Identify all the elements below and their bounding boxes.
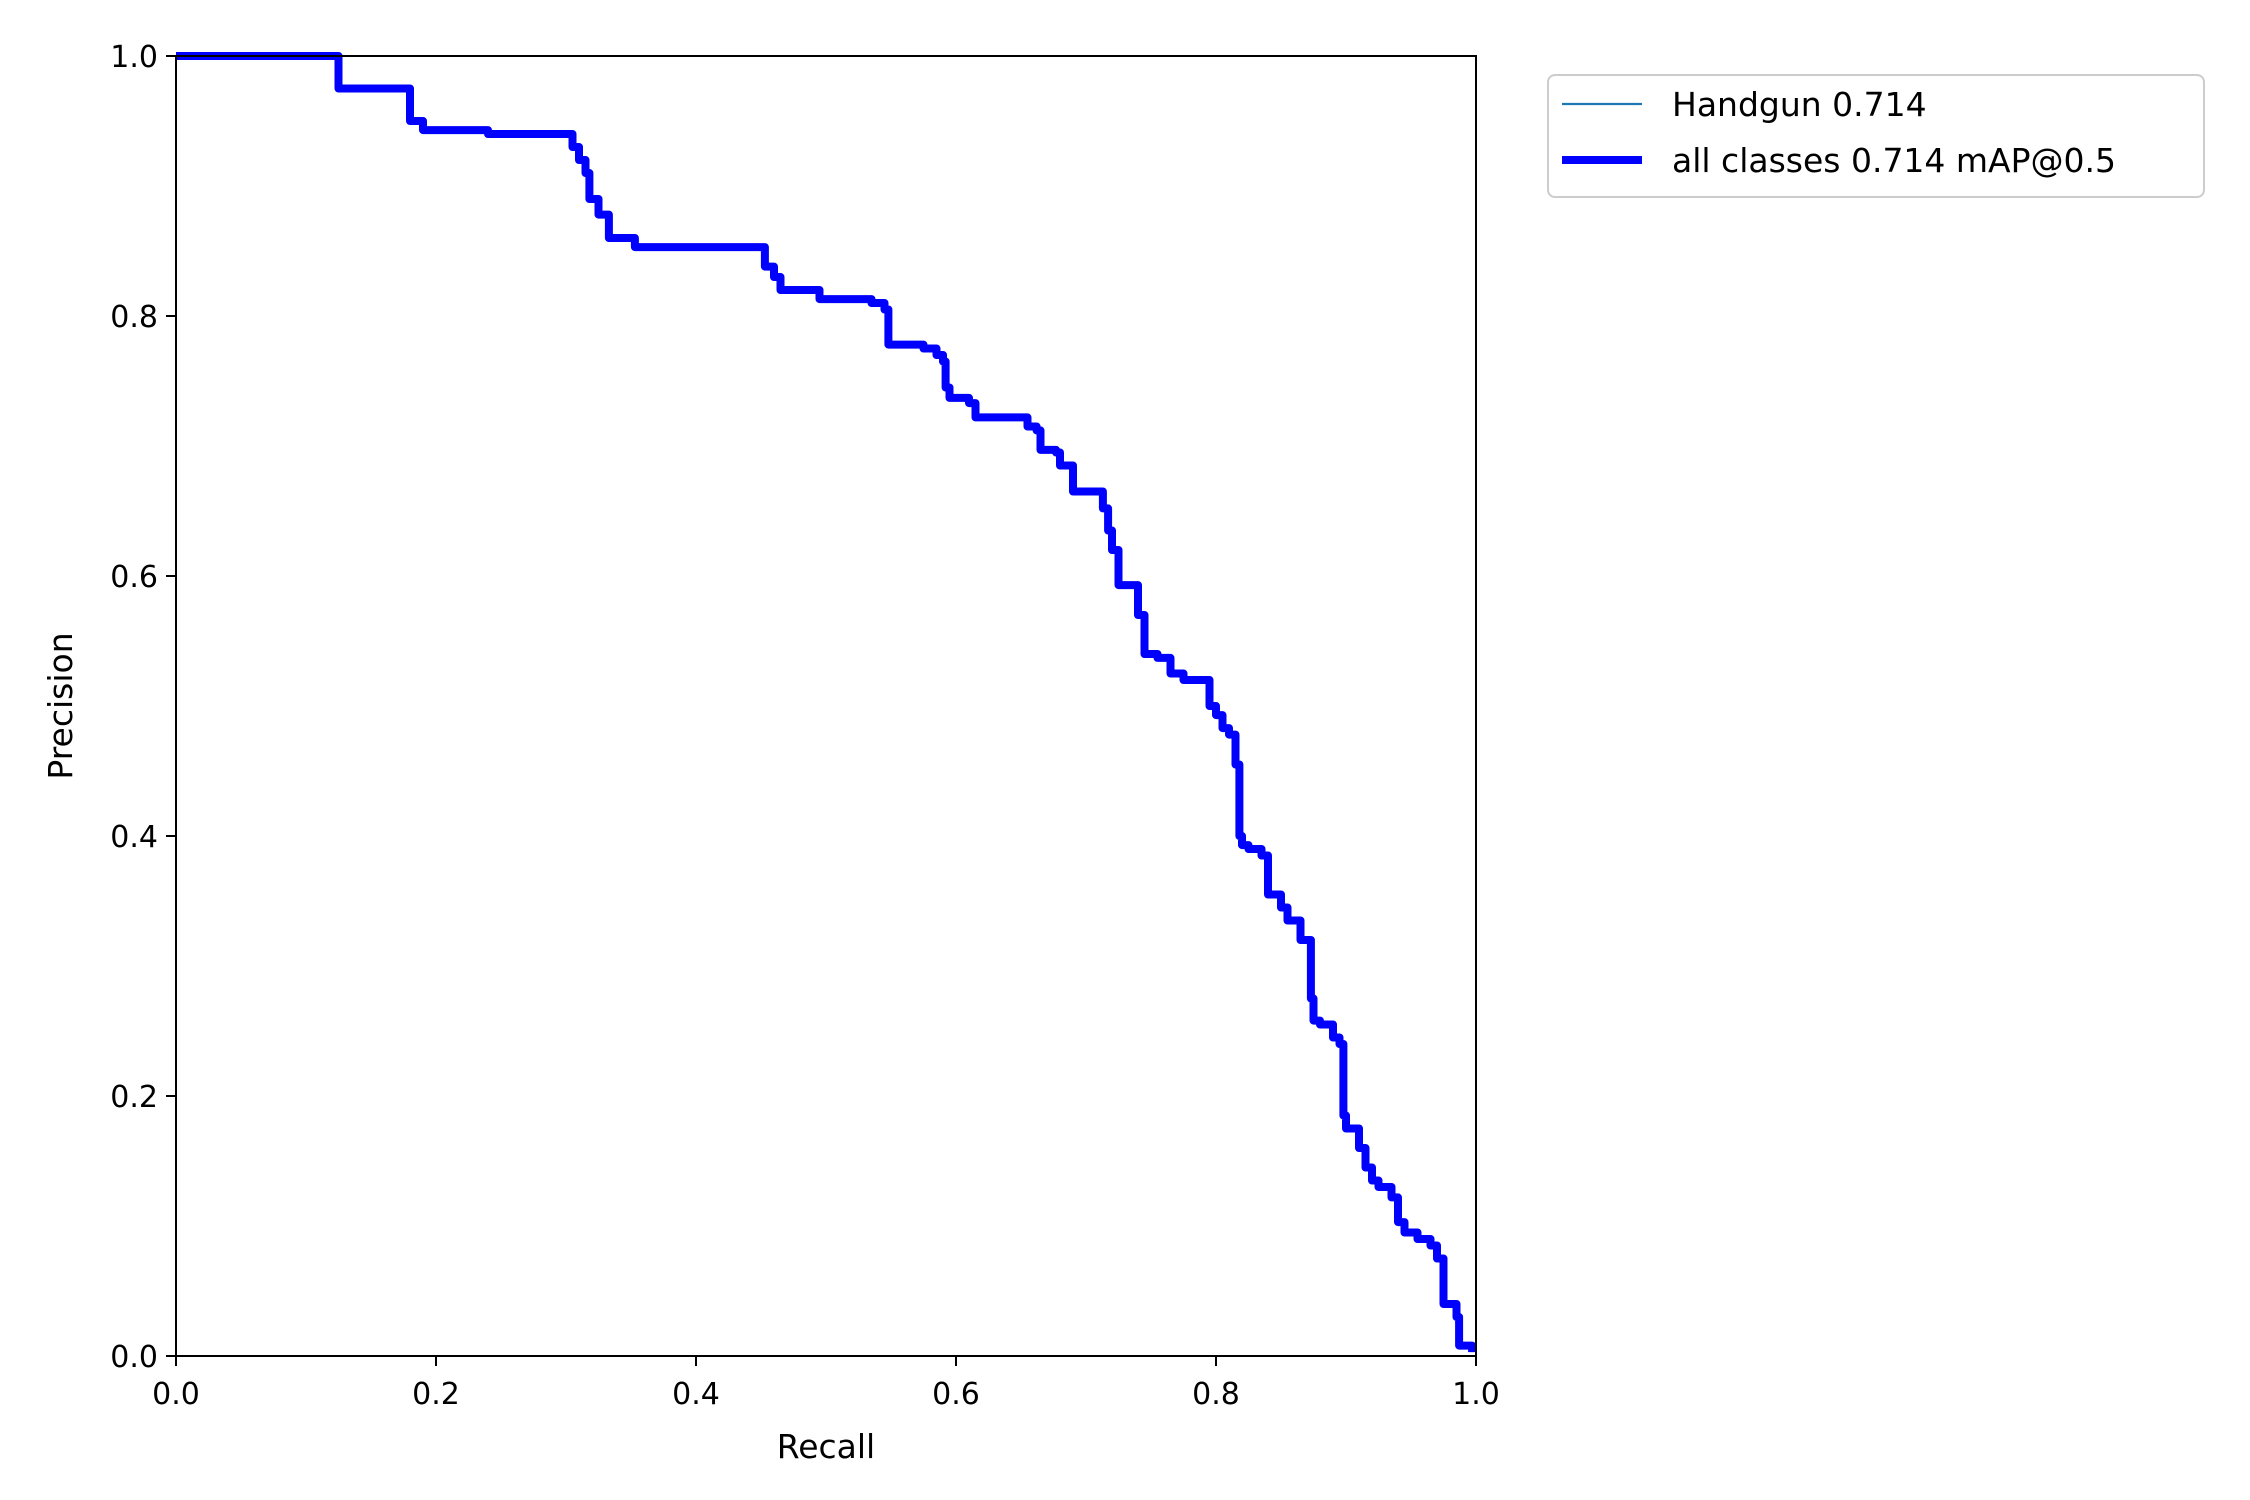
legend-box <box>1547 74 2205 198</box>
plot-area <box>176 52 1477 1353</box>
x-tick-label: 0.0 <box>152 1377 200 1412</box>
y-tick-label: 0.0 <box>110 1340 158 1375</box>
legend-label-handgun: Handgun 0.714 <box>1672 85 1927 124</box>
y-tick-label: 1.0 <box>110 40 158 75</box>
x-tick-label: 0.8 <box>1192 1377 1240 1412</box>
x-tick-label: 0.6 <box>932 1377 980 1412</box>
y-axis-label: Precision <box>41 632 80 779</box>
legend: Handgun 0.714 all classes 0.714 mAP@0.5 <box>1547 74 2205 198</box>
x-axis-ticks: 0.0 0.2 0.4 0.6 0.8 1.0 <box>152 1356 1500 1412</box>
x-tick-label: 1.0 <box>1452 1377 1500 1412</box>
y-tick-label: 0.8 <box>110 300 158 335</box>
y-tick-label: 0.4 <box>110 820 158 855</box>
legend-label-all-classes: all classes 0.714 mAP@0.5 <box>1672 141 2116 180</box>
x-tick-label: 0.4 <box>672 1377 720 1412</box>
y-tick-label: 0.2 <box>110 1080 158 1115</box>
y-tick-label: 0.6 <box>110 560 158 595</box>
x-tick-label: 0.2 <box>412 1377 460 1412</box>
x-axis-label: Recall <box>777 1427 875 1466</box>
y-axis-ticks: 0.0 0.2 0.4 0.6 0.8 1.0 <box>110 40 176 1375</box>
series-all-classes-line <box>176 52 1477 1353</box>
axes-frame <box>175 55 1477 1357</box>
